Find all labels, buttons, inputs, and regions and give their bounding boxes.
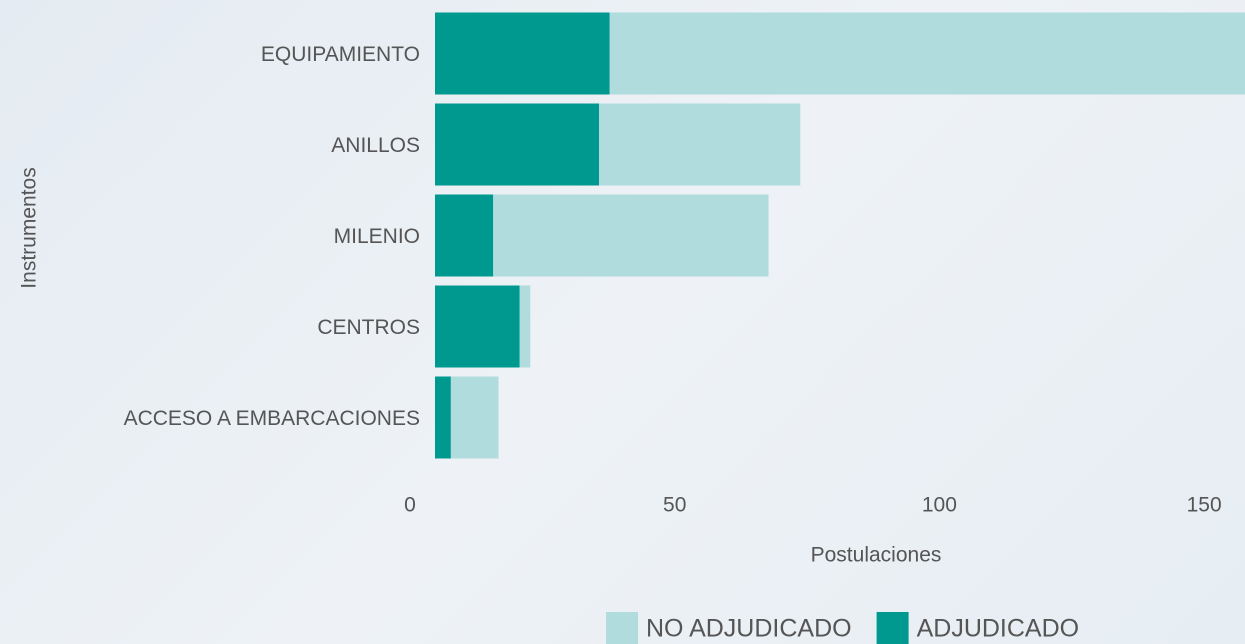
bar xyxy=(435,12,610,95)
bar xyxy=(519,285,531,368)
bar xyxy=(450,376,499,459)
y-axis-label: Instrumentos xyxy=(18,167,41,288)
y-tick-label: ANILLOS xyxy=(331,134,420,157)
y-tick-label: ACCESO A EMBARCACIONES xyxy=(124,407,420,430)
y-tick-label: EQUIPAMIENTO xyxy=(261,43,420,66)
bar xyxy=(435,194,494,277)
bar xyxy=(435,376,451,459)
legend-swatch xyxy=(606,612,638,644)
bar xyxy=(609,12,1245,95)
y-tick-label: CENTROS xyxy=(317,316,420,339)
x-tick-label: 150 xyxy=(1187,494,1222,517)
x-tick-label: 0 xyxy=(404,494,416,517)
bar xyxy=(493,194,769,277)
legend-label: NO ADJUDICADO xyxy=(646,615,852,643)
legend-label: ADJUDICADO xyxy=(917,615,1080,643)
x-tick-label: 50 xyxy=(663,494,686,517)
x-tick-label: 100 xyxy=(922,494,957,517)
bar xyxy=(599,103,801,186)
bar xyxy=(435,285,520,368)
y-tick-label: MILENIO xyxy=(334,225,420,248)
bar xyxy=(435,103,600,186)
x-axis-label: Postulaciones xyxy=(811,544,942,567)
legend-swatch xyxy=(876,612,909,644)
